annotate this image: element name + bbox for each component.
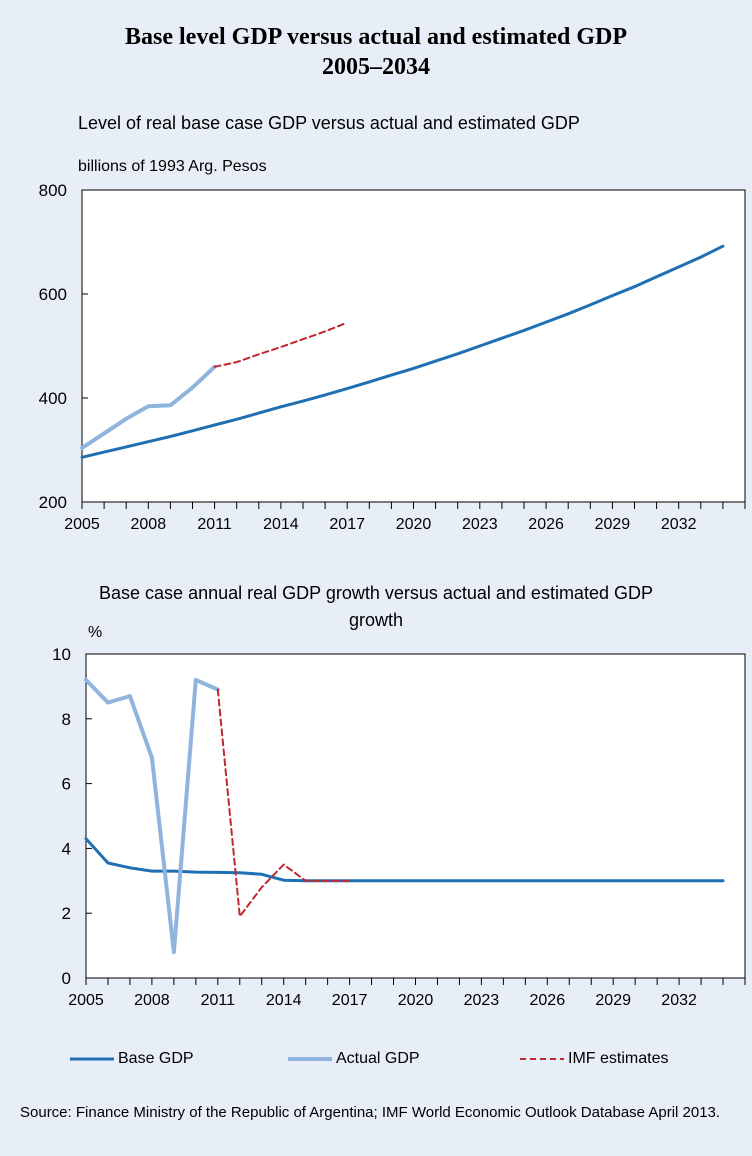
- y-tick-label: 800: [39, 181, 67, 200]
- source-note: Source: Finance Ministry of the Republic…: [20, 1104, 721, 1121]
- y-tick-label: 400: [39, 389, 67, 408]
- x-tick-label: 2008: [134, 992, 170, 1009]
- x-tick-label: 2020: [396, 516, 432, 533]
- x-tick-label: 2014: [266, 992, 302, 1009]
- x-tick-label: 2011: [197, 516, 232, 533]
- x-tick-label: 2032: [661, 992, 697, 1009]
- chart1-svg: 200 400 600 800 2005 2008 2011 2014 2017 2020 2023…: [39, 181, 746, 533]
- y-tick-label: 0: [62, 969, 71, 988]
- figure-title-line2: 2005–2034: [322, 54, 430, 80]
- legend-actual-swatch: [288, 1057, 332, 1061]
- y-tick-label: 8: [62, 710, 71, 729]
- y-tick-label: 6: [62, 775, 71, 794]
- chart2-base-gdp-line: [84, 837, 725, 883]
- chart1-ylabel: billions of 1993 Arg. Pesos: [78, 158, 267, 175]
- x-tick-label: 2005: [64, 516, 100, 533]
- x-tick-label: 2032: [661, 516, 697, 533]
- chart1-actual-gdp-line: [80, 364, 217, 450]
- x-tick-label: 2017: [329, 516, 365, 533]
- chart2-svg: 0 2 4 6 8 10 2005 2008 2011 2014 2017 2020 2023 2026 2…: [52, 645, 746, 1009]
- x-tick-label: 2020: [398, 992, 434, 1009]
- x-tick-label: 2017: [332, 992, 368, 1009]
- y-tick-label: 2: [62, 904, 71, 923]
- chart1-imf-estimates-line: [213, 321, 349, 368]
- x-tick-label: 2029: [595, 516, 631, 533]
- chart2-title: Base case annual real GDP growth versus …: [99, 583, 653, 630]
- x-tick-label: 2023: [464, 992, 500, 1009]
- chart1-title: Level of real base case GDP versus actua…: [78, 113, 580, 133]
- y-tick-label: 10: [52, 645, 71, 664]
- legend-imf-swatch: [520, 1058, 564, 1060]
- chart2-ylabel: %: [88, 624, 103, 641]
- x-tick-label: 2029: [595, 992, 631, 1009]
- legend-imf-label: IMF estimates: [568, 1050, 669, 1067]
- x-tick-label: 2005: [68, 992, 104, 1009]
- y-tick-label: 4: [62, 839, 71, 858]
- chart1-plot-area: [81, 189, 746, 503]
- legend-base-label: Base GDP: [118, 1050, 194, 1067]
- y-tick-label: 200: [39, 493, 67, 512]
- x-tick-label: 2023: [462, 516, 498, 533]
- chart2-imf-estimates-line: [216, 688, 351, 918]
- chart2-plot-area: [85, 653, 746, 979]
- legend-base: Base GDP: [70, 1050, 194, 1068]
- chart2-actual-gdp-line: [84, 677, 220, 955]
- x-tick-label: 2026: [528, 516, 564, 533]
- x-tick-label: 2008: [131, 516, 167, 533]
- legend-base-swatch: [70, 1057, 114, 1061]
- legend-actual-label: Actual GDP: [336, 1050, 420, 1067]
- x-tick-label: 2026: [530, 992, 566, 1009]
- chart1-base-gdp-line: [80, 244, 725, 459]
- legend-imf: IMF estimates: [520, 1050, 668, 1068]
- x-tick-label: 2011: [201, 992, 236, 1009]
- figure-title: Base level GDP versus actual and estimat…: [0, 22, 752, 82]
- y-tick-label: 600: [39, 285, 67, 304]
- chart2-title-wrap: Base case annual real GDP growth versus …: [0, 580, 752, 634]
- legend-actual: Actual GDP: [288, 1050, 420, 1068]
- x-tick-label: 2014: [263, 516, 299, 533]
- figure-title-line1: Base level GDP versus actual and estimat…: [125, 24, 627, 50]
